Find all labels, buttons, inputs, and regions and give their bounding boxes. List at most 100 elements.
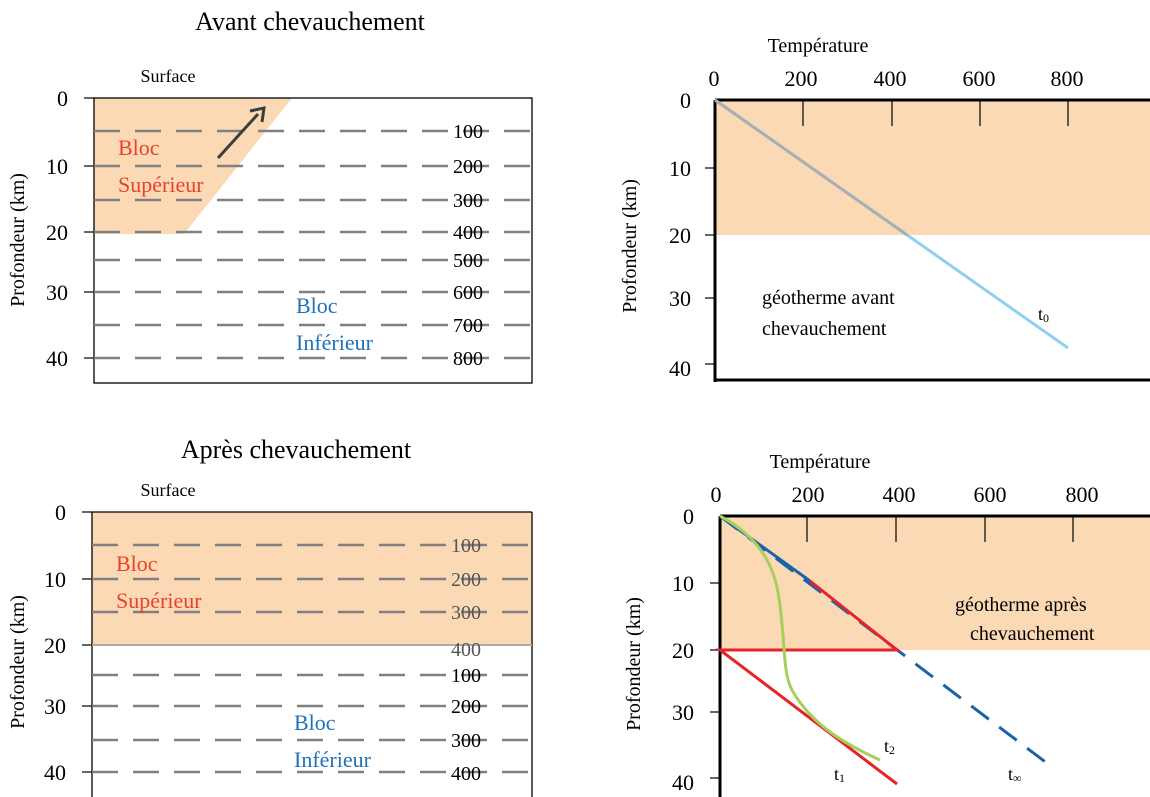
isotherm-label: 400 — [451, 639, 481, 661]
upper-block-band — [715, 100, 1150, 235]
isotherm-label: 700 — [453, 315, 483, 337]
depth-tick-label: 0 — [683, 504, 694, 529]
depth-tick-labels: 0 10 20 30 40 — [672, 504, 694, 795]
lower-block-label-line1: Bloc — [294, 710, 336, 735]
isotherm-label: 100 — [453, 121, 483, 143]
upper-block-label: Bloc Supérieur — [118, 135, 204, 197]
isotherm-label: 100 — [451, 665, 481, 687]
depth-tick-label: 0 — [57, 86, 68, 111]
temperature-tick-labels: 0 200 400 600 800 — [709, 66, 1084, 91]
section-frame — [93, 97, 533, 384]
temperature-tick-label: 200 — [785, 66, 818, 91]
temperature-axis-label: Température — [770, 451, 871, 473]
geotherm-after-annotation-line1: géotherme après — [955, 594, 1087, 616]
depth-tick-labels: 0 10 20 30 40 — [46, 86, 68, 371]
temperature-ticks — [806, 516, 1074, 542]
geotherm-tinf-label: t∞ — [1008, 764, 1022, 785]
depth-tick-label: 30 — [46, 280, 68, 305]
lower-block-label-line2: Inférieur — [294, 747, 372, 772]
isotherm-dashes — [92, 543, 532, 774]
isotherm-label: 300 — [451, 602, 481, 624]
depth-tick-label: 10 — [46, 154, 68, 179]
isotherm-label: 600 — [453, 282, 483, 304]
upper-isotherm-labels: 100 200 300 400 — [451, 535, 481, 661]
surface-label: Surface — [141, 480, 196, 500]
panel-title-before: Avant chevauchement — [195, 7, 426, 36]
isotherm-label: 200 — [453, 156, 483, 178]
temperature-tick-label: 200 — [792, 482, 825, 507]
depth-tick-label: 40 — [672, 770, 694, 795]
depth-tick-label: 40 — [46, 346, 68, 371]
depth-tick-label: 20 — [46, 220, 68, 245]
isotherm-label: 200 — [451, 696, 481, 718]
isotherm-labels: 100 200 300 400 500 600 700 800 — [453, 121, 483, 370]
upper-block-label-line1: Bloc — [116, 551, 158, 576]
upper-block-band — [720, 516, 1150, 650]
depth-tick-label: 30 — [669, 286, 691, 311]
depth-axis-label: Profondeur (km) — [7, 173, 29, 307]
temperature-tick-label: 400 — [883, 482, 916, 507]
upper-block-label-line1: Bloc — [118, 135, 160, 160]
temperature-tick-labels: 0 200 400 600 800 — [711, 482, 1099, 507]
depth-tick-label: 0 — [680, 88, 691, 113]
temperature-tick-label: 800 — [1051, 66, 1084, 91]
temperature-tick-label: 600 — [963, 66, 996, 91]
depth-ticks — [82, 511, 92, 773]
lower-block-label-line1: Bloc — [296, 293, 338, 318]
geotherm-before-annotation-line1: géotherme avant — [762, 287, 895, 309]
depth-tick-label: 30 — [672, 700, 694, 725]
isotherm-dashes — [94, 129, 532, 360]
geotherm-t2-label: t2 — [884, 736, 895, 757]
geotherm-t2-curve — [719, 514, 881, 762]
geotherm-before-chart: Température 0 200 400 600 800 0 10 20 — [619, 35, 1150, 382]
depth-tick-label: 20 — [672, 638, 694, 663]
panel-before-thrust: Avant chevauchement Surface 100 200 300 … — [7, 7, 533, 384]
depth-tick-label: 20 — [669, 223, 691, 248]
geotherm-t0-line-in-upper-block — [714, 98, 908, 237]
upper-block-label-line2: Supérieur — [118, 172, 204, 197]
depth-tick-labels: 0 10 20 30 40 — [44, 500, 66, 785]
lower-block-label: Bloc Inférieur — [294, 710, 372, 772]
depth-tick-label: 0 — [55, 500, 66, 525]
depth-tick-label: 30 — [44, 694, 66, 719]
upper-block-label-line2: Supérieur — [116, 588, 202, 613]
temperature-tick-label: 800 — [1066, 482, 1099, 507]
depth-tick-label: 40 — [669, 356, 691, 381]
temperature-tick-label: 0 — [709, 66, 720, 91]
depth-axis-label: Profondeur (km) — [623, 597, 645, 731]
lower-isotherm-labels: 100 200 300 400 — [451, 665, 481, 785]
depth-axis-label: Profondeur (km) — [7, 595, 29, 729]
depth-axis-label: Profondeur (km) — [619, 179, 641, 313]
geotherm-before-annotation-line2: chevauchement — [762, 318, 887, 340]
geotherm-t1-label: t1 — [834, 764, 845, 785]
geotherm-t0-label: t0 — [1038, 304, 1049, 325]
depth-tick-label: 10 — [44, 567, 66, 592]
temperature-tick-label: 0 — [711, 482, 722, 507]
geotherm-after-chart: Température 0 200 400 600 800 0 10 20 — [623, 451, 1150, 797]
temperature-ticks — [802, 100, 1069, 126]
isotherm-label: 300 — [451, 730, 481, 752]
isotherm-label: 300 — [453, 190, 483, 212]
panel-after-thrust: Après chevauchement Surface 100 200 300 … — [7, 435, 533, 797]
isotherm-label: 200 — [451, 569, 481, 591]
arrow-up-right-icon — [216, 106, 266, 160]
temperature-tick-label: 400 — [874, 66, 907, 91]
depth-tick-labels: 0 10 20 30 40 — [669, 88, 691, 381]
isotherm-label: 100 — [451, 535, 481, 557]
isotherm-label: 400 — [451, 763, 481, 785]
depth-tick-label: 20 — [44, 633, 66, 658]
geotherm-t1-line — [715, 579, 902, 786]
geotherm-after-annotation-line2: chevauchement — [970, 623, 1095, 645]
isotherm-label: 500 — [453, 250, 483, 272]
isotherm-label: 400 — [453, 222, 483, 244]
lower-block-label-line2: Inférieur — [296, 330, 374, 355]
temperature-axis-label: Température — [768, 35, 869, 57]
lower-block-label: Bloc Inférieur — [296, 293, 374, 355]
depth-ticks — [84, 97, 94, 359]
depth-tick-label: 10 — [669, 156, 691, 181]
panel-title-after: Après chevauchement — [181, 435, 412, 464]
temperature-tick-label: 600 — [974, 482, 1007, 507]
isotherm-label: 800 — [453, 348, 483, 370]
depth-tick-label: 10 — [672, 571, 694, 596]
